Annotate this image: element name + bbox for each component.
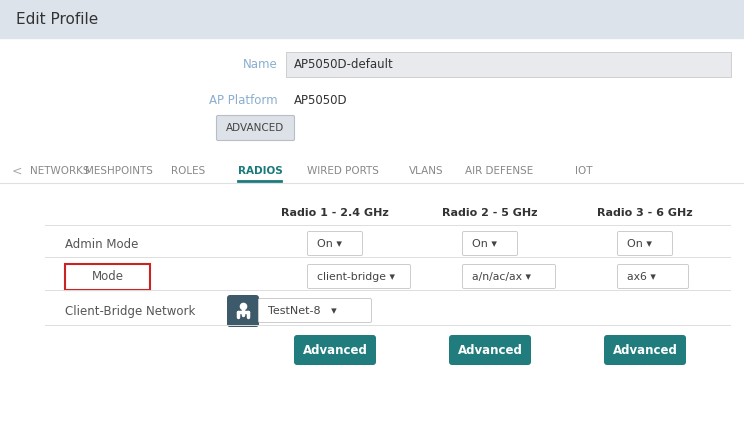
Text: client-bridge ▾: client-bridge ▾: [317, 272, 395, 282]
Text: AP5050D-default: AP5050D-default: [294, 59, 394, 72]
Text: VLANS: VLANS: [409, 166, 443, 176]
Text: Client-Bridge Network: Client-Bridge Network: [65, 305, 196, 318]
Text: AIR DEFENSE: AIR DEFENSE: [465, 166, 533, 176]
Bar: [286, 52, 731, 77]
Text: Radio 2 - 5 GHz: Radio 2 - 5 GHz: [442, 208, 538, 218]
FancyBboxPatch shape: [463, 232, 518, 256]
Text: Advanced: Advanced: [303, 343, 368, 357]
FancyBboxPatch shape: [463, 264, 556, 288]
Bar: [0, 0, 744, 38]
Text: TestNet-8   ▾: TestNet-8 ▾: [268, 306, 337, 316]
Bar: [65, 264, 150, 290]
Text: ADVANCED: ADVANCED: [226, 123, 284, 133]
Text: AP Platform: AP Platform: [209, 94, 278, 107]
Text: NETWORKS: NETWORKS: [30, 166, 89, 176]
Text: Radio 1 - 2.4 GHz: Radio 1 - 2.4 GHz: [281, 208, 389, 218]
Text: Mode: Mode: [92, 271, 124, 284]
Text: ax6 ▾: ax6 ▾: [627, 272, 656, 282]
FancyBboxPatch shape: [604, 335, 686, 365]
Text: RADIOS: RADIOS: [238, 166, 283, 176]
Text: Advanced: Advanced: [612, 343, 678, 357]
FancyBboxPatch shape: [618, 264, 688, 288]
Text: <: <: [12, 164, 22, 177]
Text: AP5050D: AP5050D: [294, 94, 347, 107]
FancyBboxPatch shape: [307, 232, 362, 256]
Text: Admin Mode: Admin Mode: [65, 237, 138, 250]
Text: a/n/ac/ax ▾: a/n/ac/ax ▾: [472, 272, 531, 282]
Text: On ▾: On ▾: [317, 239, 342, 249]
FancyBboxPatch shape: [449, 335, 531, 365]
FancyBboxPatch shape: [258, 298, 371, 323]
FancyBboxPatch shape: [618, 232, 673, 256]
FancyBboxPatch shape: [227, 295, 259, 327]
Text: Name: Name: [243, 59, 278, 72]
FancyBboxPatch shape: [294, 335, 376, 365]
FancyBboxPatch shape: [217, 115, 295, 141]
Text: MESHPOINTS: MESHPOINTS: [85, 166, 153, 176]
Text: On ▾: On ▾: [627, 239, 652, 249]
Text: ROLES: ROLES: [171, 166, 205, 176]
Text: Edit Profile: Edit Profile: [16, 11, 98, 27]
Text: IOT: IOT: [575, 166, 592, 176]
Text: On ▾: On ▾: [472, 239, 497, 249]
Text: WIRED PORTS: WIRED PORTS: [307, 166, 379, 176]
FancyBboxPatch shape: [307, 264, 411, 288]
Text: Advanced: Advanced: [458, 343, 522, 357]
Text: Radio 3 - 6 GHz: Radio 3 - 6 GHz: [597, 208, 693, 218]
